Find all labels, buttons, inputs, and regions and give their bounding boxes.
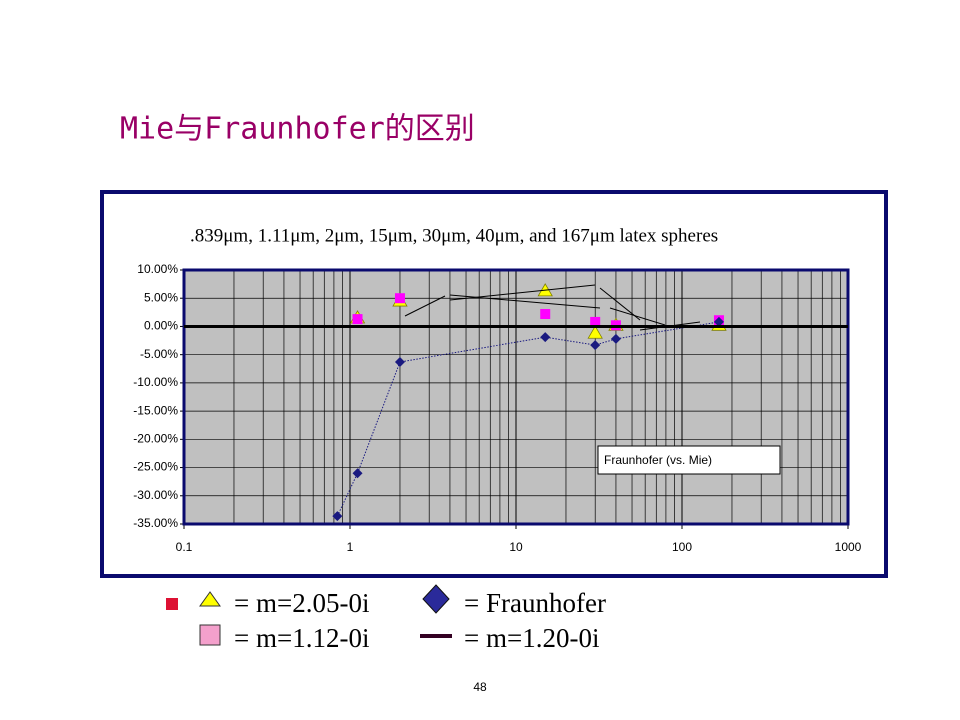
legend-icon [422,584,450,614]
page-number: 48 [473,680,487,694]
legend-icon [199,591,221,607]
y-tick-label: -5.00% [140,347,178,361]
legend-label: = m=1.12-0i [234,623,369,653]
y-tick-label: 5.00% [144,290,178,304]
point [590,316,601,327]
point [540,332,551,343]
y-tick-label: -25.00% [133,460,178,474]
legend-label: = m=1.20-0i [464,623,599,653]
x-tick-label: 100 [672,540,692,554]
y-tick-label: 10.00% [137,262,178,276]
x-tick-label: 1000 [835,540,862,554]
y-tick-label: -10.00% [133,375,178,389]
x-tick-label: 10 [509,540,523,554]
point [540,309,551,320]
y-tick-label: -30.00% [133,488,178,502]
point [332,511,343,522]
bullet [166,598,178,610]
slide-title: Mie与Fraunhofer的区别 [120,112,475,147]
point [352,468,363,479]
x-tick-label: 1 [347,540,354,554]
y-tick-label: -15.00% [133,403,178,417]
legend-icon [199,624,221,646]
x-tick-label: 0.1 [176,540,193,554]
legend-label: = m=2.05-0i [234,588,369,618]
point [713,316,724,327]
point [394,293,405,304]
y-tick-label: 0.00% [144,319,178,333]
point [610,333,621,344]
point [590,340,601,351]
point [587,325,603,339]
point [352,314,363,325]
y-tick-label: -20.00% [133,432,178,446]
y-tick-label: -35.00% [133,516,178,530]
chart-title: .839μm, 1.11μm, 2μm, 15μm, 30μm, 40μm, a… [190,225,718,246]
annotation-box [597,445,781,475]
annotation-arrows [404,284,701,331]
annotation: Fraunhofer (vs. Mie) [604,453,712,467]
plot-border [182,268,850,526]
point [394,357,405,368]
legend-label: = Fraunhofer [464,588,606,618]
